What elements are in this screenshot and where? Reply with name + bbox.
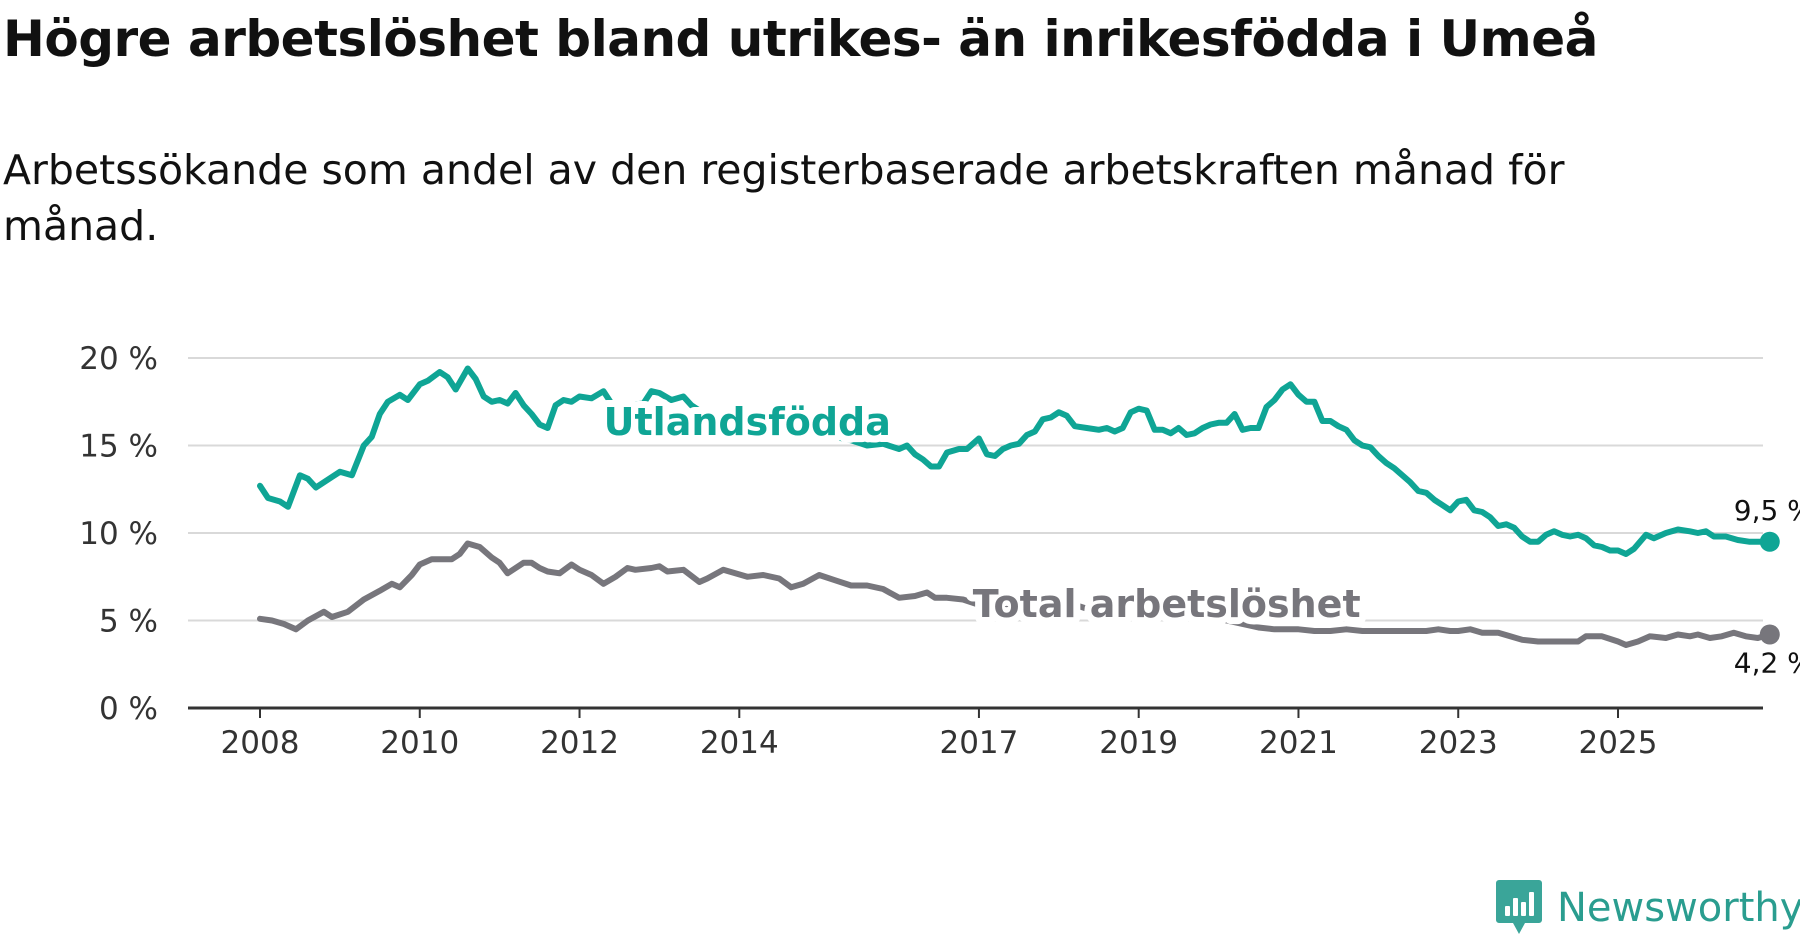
series-lines: [257, 365, 1773, 648]
x-tick-label: 2021: [1259, 725, 1338, 761]
y-tick-label: 5 %: [99, 604, 158, 640]
newsworthy-logo-icon: [1496, 880, 1542, 934]
gridlines: [188, 357, 1763, 622]
chart-title: Högre arbetslöshet bland utrikes- än inr…: [3, 10, 1598, 68]
series-line-total: [257, 540, 1773, 648]
y-axis-ticks: 0 % 5 % 10 % 15 % 20 %: [79, 341, 158, 727]
y-tick-label: 10 %: [79, 516, 158, 552]
x-tick-label: 2023: [1419, 725, 1498, 761]
y-tick-label: 0 %: [99, 691, 158, 727]
y-tick-label: 15 %: [79, 429, 158, 465]
series-label-utlandsfodda: Utlandsfödda: [604, 400, 891, 444]
x-tick-label: 2025: [1579, 725, 1658, 761]
x-axis: 2008 2010 2012 2014 2017 2019 2021 2023 2025: [188, 706, 1763, 761]
end-marker-utlandsfodda: [1759, 531, 1780, 552]
end-label-utlandsfodda: 9,5 %: [1734, 494, 1800, 527]
brand-name: Newsworthy: [1557, 885, 1800, 931]
series-annotations: Utlandsfödda Total arbetslöshet: [597, 393, 1368, 633]
x-tick-label: 2014: [700, 725, 779, 761]
x-tick-label: 2008: [221, 725, 300, 761]
y-tick-label: 20 %: [79, 341, 158, 377]
end-markers: 9,5 % 4,2 %: [1734, 494, 1800, 680]
x-tick-label: 2010: [380, 725, 459, 761]
x-tick-label: 2019: [1099, 725, 1178, 761]
series-line-utlandsfodda: [257, 365, 1773, 557]
end-label-total: 4,2 %: [1734, 647, 1800, 680]
x-tick-label: 2017: [939, 725, 1018, 761]
newsworthy-brand: Newsworthy: [1495, 878, 1800, 938]
chart-subtitle: Arbetssökande som andel av den registerb…: [3, 146, 1565, 250]
end-marker-total: [1759, 624, 1780, 645]
series-label-total: Total arbetslöshet: [973, 582, 1361, 626]
x-tick-label: 2012: [540, 725, 619, 761]
